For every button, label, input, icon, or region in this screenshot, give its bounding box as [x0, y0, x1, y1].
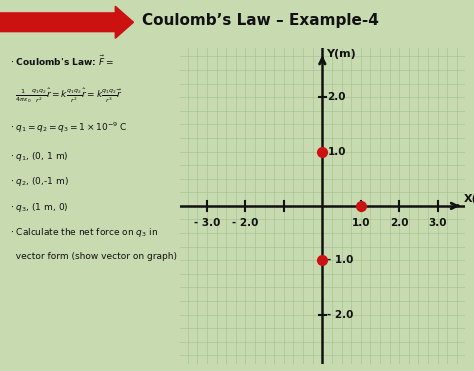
Text: $\cdot\ q_1=q_2=q_3=1\times10^{-9}$ C: $\cdot\ q_1=q_2=q_3=1\times10^{-9}$ C [10, 121, 128, 135]
Text: - 1.0: - 1.0 [328, 255, 354, 265]
Text: - 2.0: - 2.0 [328, 310, 354, 320]
Text: Coulomb’s Law – Example-4: Coulomb’s Law – Example-4 [142, 13, 379, 28]
Text: X(m): X(m) [464, 194, 474, 204]
FancyArrow shape [0, 6, 134, 38]
Text: 2.0: 2.0 [390, 218, 409, 228]
Text: 2.0: 2.0 [328, 92, 346, 102]
Text: $\ \ \frac{1}{4\pi\epsilon_0}\frac{q_1q_2}{r^2}\hat{r}=k\frac{q_1q_2}{r^2}\hat{r: $\ \ \frac{1}{4\pi\epsilon_0}\frac{q_1q_… [10, 86, 122, 105]
Text: $\cdot\ q_3$, (1 m, 0): $\cdot\ q_3$, (1 m, 0) [10, 201, 69, 214]
Text: - 3.0: - 3.0 [194, 218, 220, 228]
Text: $\cdot\ q_1$, (0, 1 m): $\cdot\ q_1$, (0, 1 m) [10, 150, 69, 163]
Text: vector form (show vector on graph): vector form (show vector on graph) [10, 252, 177, 261]
Text: $\cdot$ Calculate the net force on $q_3$ in: $\cdot$ Calculate the net force on $q_3$… [10, 226, 158, 239]
Text: - 2.0: - 2.0 [232, 218, 259, 228]
Text: 1.0: 1.0 [352, 218, 370, 228]
Text: Y(m): Y(m) [326, 49, 356, 59]
Text: $\cdot\ q_2$, (0,-1 m): $\cdot\ q_2$, (0,-1 m) [10, 175, 69, 188]
Text: 3.0: 3.0 [428, 218, 447, 228]
Text: $\cdot$ Coulomb's Law: $\vec{F}=$: $\cdot$ Coulomb's Law: $\vec{F}=$ [10, 54, 114, 68]
Text: 1.0: 1.0 [328, 147, 346, 157]
